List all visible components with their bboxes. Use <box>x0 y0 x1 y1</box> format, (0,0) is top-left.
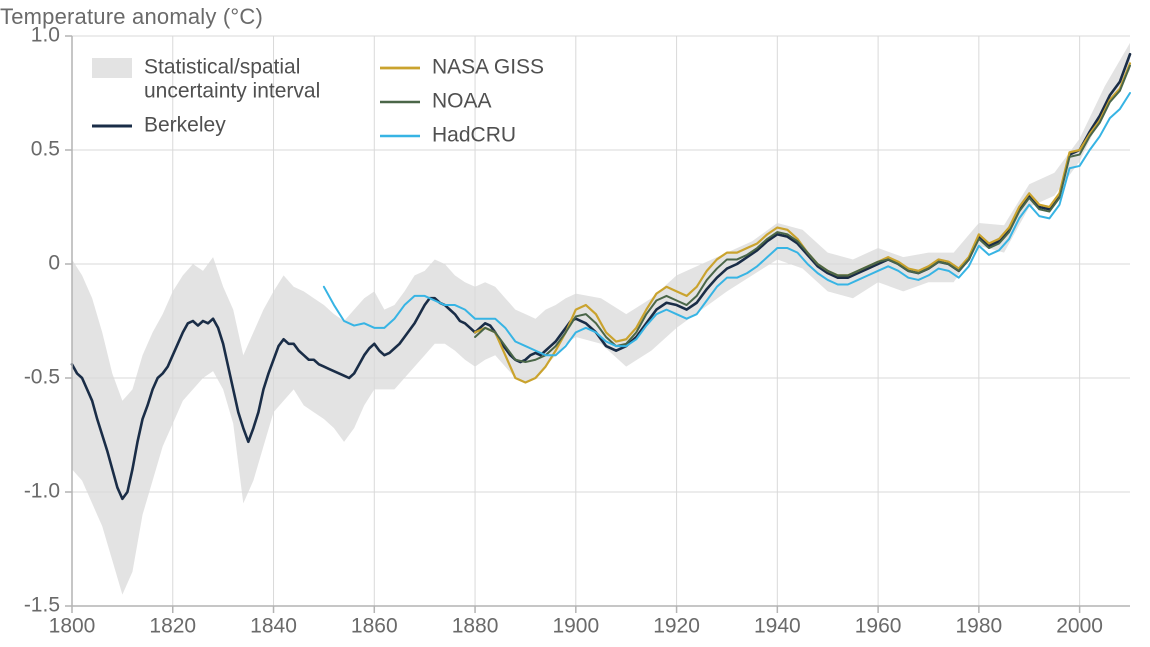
x-tick-label: 2000 <box>1056 614 1103 637</box>
legend-swatch-uncertainty <box>92 58 132 78</box>
x-tick-label: 1900 <box>552 614 599 637</box>
x-tick-label: 1800 <box>49 614 96 637</box>
y-tick-label: -0.5 <box>24 366 60 389</box>
x-tick-label: 1820 <box>149 614 196 637</box>
legend-label: NASA GISS <box>432 56 544 79</box>
x-tick-label: 1860 <box>351 614 398 637</box>
legend-label: uncertainty interval <box>144 80 320 103</box>
legend-label: Statistical/spatial <box>144 56 300 79</box>
x-tick-label: 1980 <box>955 614 1002 637</box>
y-tick-label: -1.0 <box>24 480 60 503</box>
x-tick-label: 1880 <box>452 614 499 637</box>
legend-label: Berkeley <box>144 114 226 137</box>
y-tick-label: 0.5 <box>31 138 60 161</box>
x-tick-label: 1960 <box>855 614 902 637</box>
x-tick-label: 1940 <box>754 614 801 637</box>
y-tick-label: 0 <box>48 252 60 275</box>
chart-container: Temperature anomaly (°C) -1.5-1.0-0.500.… <box>0 0 1150 647</box>
y-tick-label: -1.5 <box>24 594 60 617</box>
legend-label: HadCRU <box>432 124 516 147</box>
chart-title: Temperature anomaly (°C) <box>0 4 263 30</box>
temperature-anomaly-chart: -1.5-1.0-0.500.51.0180018201840186018801… <box>0 0 1150 647</box>
legend-label: NOAA <box>432 90 492 113</box>
x-tick-label: 1920 <box>653 614 700 637</box>
x-tick-label: 1840 <box>250 614 297 637</box>
